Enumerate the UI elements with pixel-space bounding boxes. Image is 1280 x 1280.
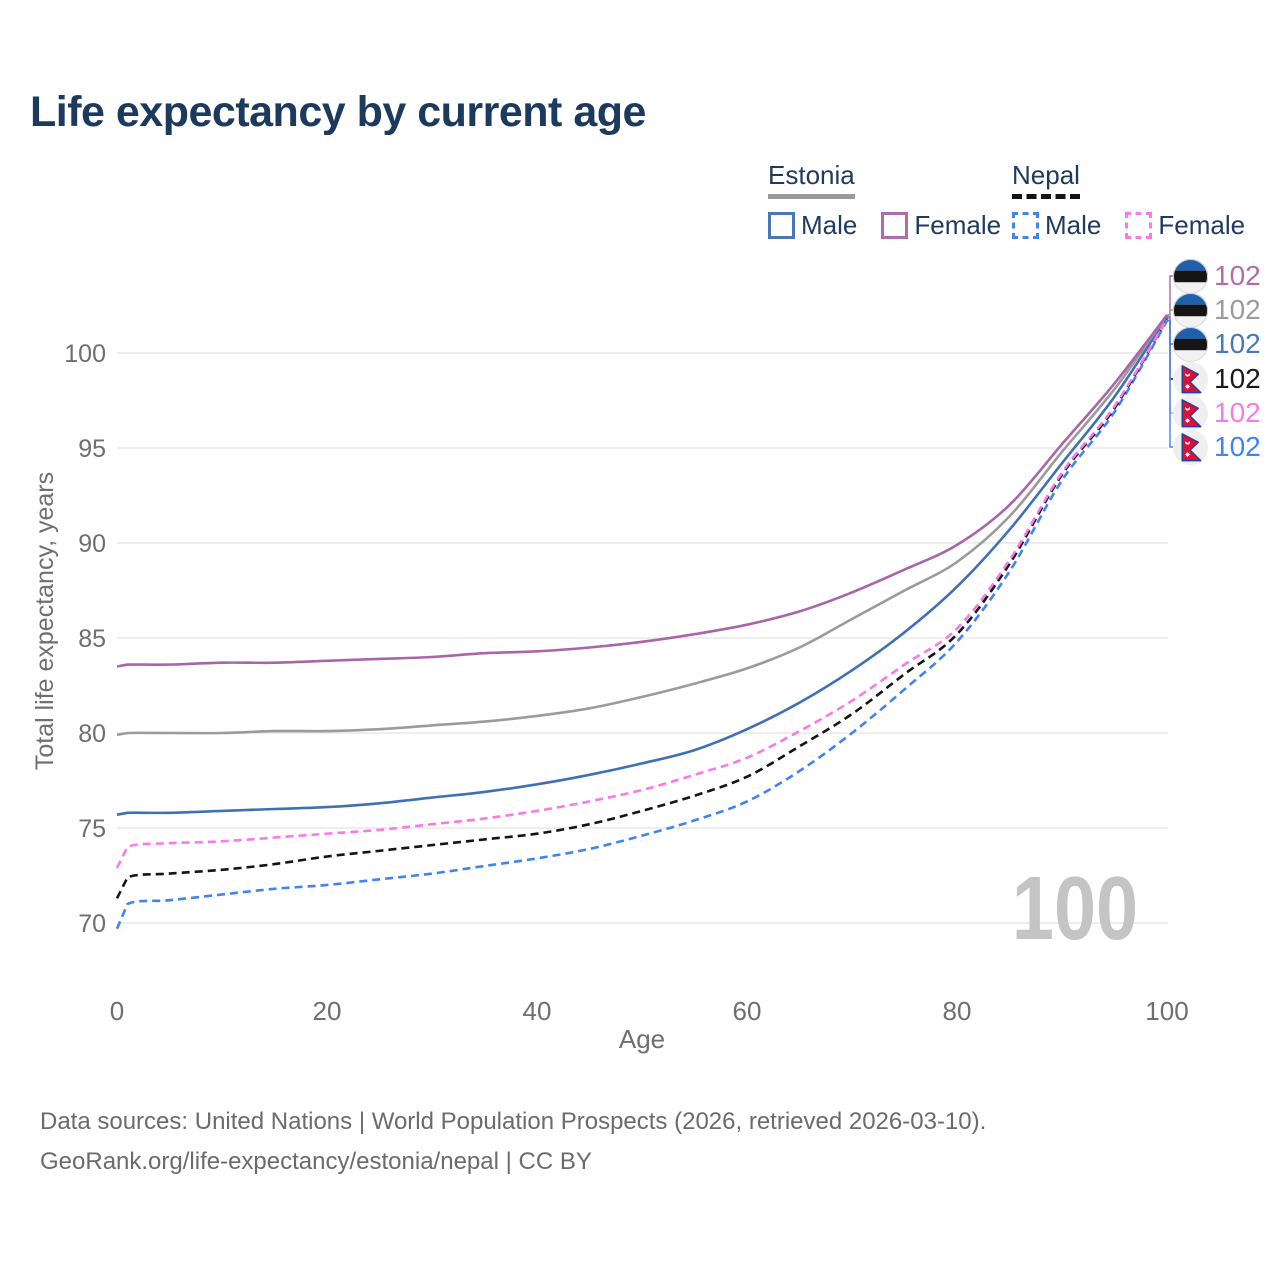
end-label-estonia-female: 102 — [1172, 257, 1261, 295]
legend-label-nepal-female[interactable]: Female — [1158, 210, 1246, 240]
gridlines — [117, 352, 1168, 924]
footer-source-line: Data sources: United Nations | World Pop… — [40, 1108, 987, 1135]
y-tick-label: 100 — [64, 340, 106, 368]
legend-group-nepal: Nepal Male Female — [1012, 160, 1269, 241]
y-tick-label: 80 — [78, 720, 106, 748]
end-label-nepal-female: 102 — [1172, 394, 1261, 432]
legend-country-estonia[interactable]: Estonia — [768, 160, 855, 199]
x-tick-label: 0 — [110, 996, 124, 1026]
legend-swatch-nepal-male[interactable] — [1012, 212, 1039, 239]
footer-credit-line: GeoRank.org/life-expectancy/estonia/nepa… — [40, 1148, 592, 1175]
y-tick-label: 95 — [78, 435, 106, 463]
end-value: 102 — [1214, 328, 1261, 359]
x-tick-label: 60 — [733, 996, 762, 1026]
y-tick-label: 85 — [78, 625, 106, 653]
x-tick-label: 100 — [1145, 996, 1188, 1026]
estonia-flag-icon — [1172, 292, 1209, 328]
end-label-nepal-total: 102 — [1172, 360, 1261, 398]
age-counter-watermark: 100 — [1011, 859, 1139, 959]
page-title: Life expectancy by current age — [30, 88, 646, 136]
legend-label-nepal-male[interactable]: Male — [1045, 210, 1102, 240]
series-line-nepal-female[interactable] — [115, 318, 1169, 869]
x-axis-ticks: 0 20 40 60 80 100 — [110, 996, 1189, 1026]
x-tick-label: 40 — [523, 996, 552, 1026]
y-tick-label: 90 — [78, 530, 106, 558]
end-value: 102 — [1214, 431, 1261, 462]
end-value: 102 — [1214, 294, 1261, 325]
estonia-flag-icon — [1172, 258, 1209, 294]
series-line-estonia-male[interactable] — [116, 316, 1169, 816]
y-tick-label: 75 — [78, 815, 106, 843]
x-tick-label: 20 — [313, 996, 342, 1026]
x-tick-label: 80 — [943, 996, 972, 1026]
legend-label-estonia-female[interactable]: Female — [914, 210, 1002, 240]
y-axis-ticks: 70 75 80 85 90 95 100 — [64, 340, 106, 938]
nepal-flag-icon — [1172, 429, 1209, 465]
legend-label-estonia-male[interactable]: Male — [801, 210, 858, 240]
nepal-flag-icon — [1172, 361, 1209, 397]
legend-swatch-nepal-female[interactable] — [1125, 212, 1153, 239]
series-lines — [115, 314, 1169, 930]
end-value: 102 — [1214, 397, 1261, 428]
end-label-estonia-total: 102 — [1172, 291, 1261, 329]
x-axis-title: Age — [618, 1024, 666, 1054]
legend-swatch-estonia-male[interactable] — [768, 212, 795, 239]
nepal-flag-icon — [1172, 395, 1209, 431]
end-label-estonia-male: 102 — [1172, 325, 1261, 363]
series-line-nepal-total[interactable] — [115, 318, 1169, 899]
end-label-nepal-male: 102 — [1172, 428, 1261, 466]
legend-country-nepal[interactable]: Nepal — [1012, 160, 1080, 199]
y-axis-title: Total life expectancy, years — [31, 471, 59, 771]
end-value: 102 — [1214, 363, 1261, 394]
end-value: 102 — [1214, 260, 1261, 291]
legend-group-estonia: Estonia Male Female — [768, 160, 1025, 241]
series-line-estonia-total[interactable] — [116, 314, 1169, 737]
legend-swatch-estonia-female[interactable] — [881, 212, 909, 239]
y-tick-label: 70 — [78, 910, 106, 938]
estonia-flag-icon — [1172, 326, 1209, 362]
series-line-estonia-female[interactable] — [116, 314, 1169, 668]
series-line-nepal-male[interactable] — [115, 320, 1169, 930]
